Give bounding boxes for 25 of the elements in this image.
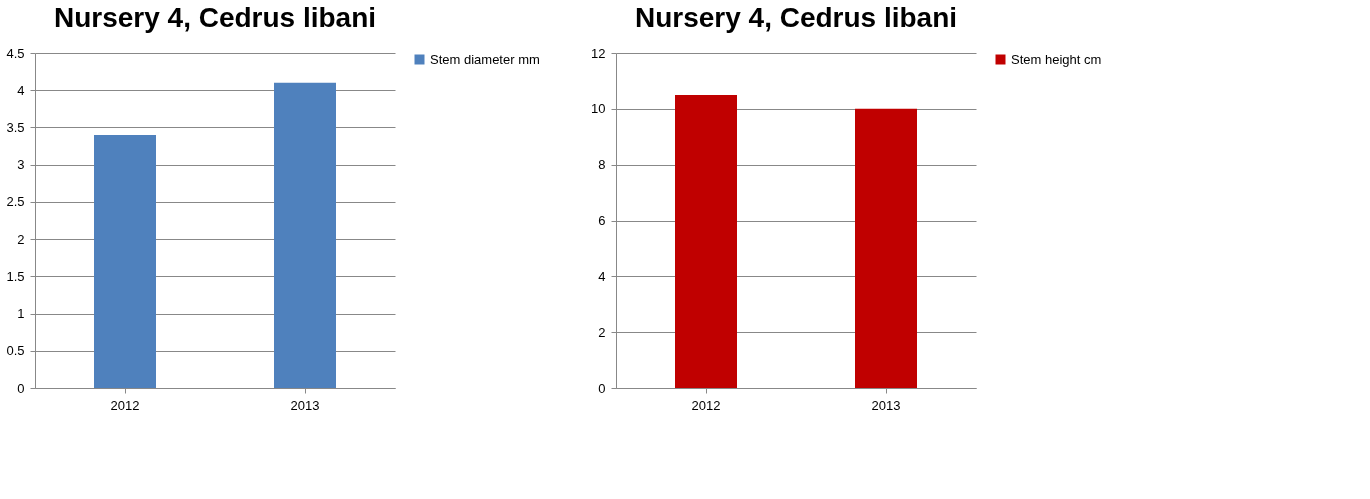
- x-tick-label: 2013: [290, 397, 320, 413]
- y-tick-label: 4: [17, 82, 25, 98]
- chart-title: Nursery 4, Cedrus libani: [53, 2, 377, 33]
- y-tick-label: 4: [598, 268, 606, 284]
- y-tick-label: 4.5: [6, 45, 25, 61]
- y-tick-label: 2.5: [6, 194, 25, 210]
- legend-label: Stem height cm: [1011, 51, 1102, 67]
- y-tick-label: 8: [598, 157, 606, 173]
- y-tick-label: 10: [591, 101, 606, 117]
- legend-label: Stem diameter mm: [430, 51, 540, 67]
- y-tick-label: 3: [17, 157, 25, 173]
- y-tick-label: 1: [17, 306, 25, 322]
- y-tick-label: 12: [591, 45, 606, 61]
- x-tick-label: 2013: [871, 397, 901, 413]
- y-tick-label: 0: [598, 380, 606, 396]
- y-tick-label: 2: [598, 324, 606, 340]
- y-tick-label: 0.5: [6, 343, 25, 359]
- y-tick-label: 2: [17, 231, 25, 247]
- y-tick-label: 3.5: [6, 119, 25, 135]
- y-tick-label: 0: [17, 380, 25, 396]
- y-tick-label: 6: [598, 213, 606, 228]
- chart-title: Nursery 4, Cedrus libani: [634, 2, 958, 33]
- y-tick-label: 1.5: [6, 268, 25, 284]
- x-tick-label: 2012: [110, 397, 140, 413]
- x-tick-label: 2012: [691, 397, 721, 413]
